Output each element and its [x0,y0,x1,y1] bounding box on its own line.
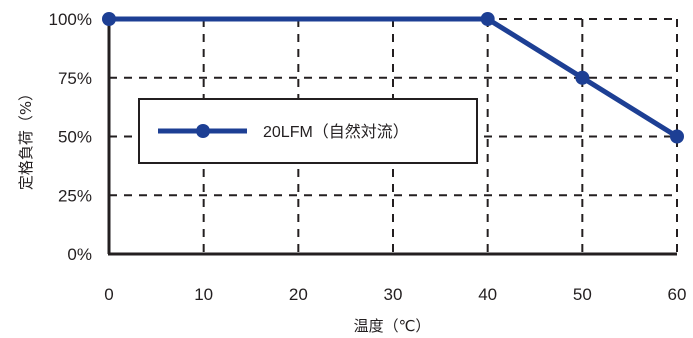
data-point [670,129,684,144]
x-tick-label: 20 [289,285,308,304]
y-tick-labels: 0% 25% 50% 75% 100% [49,10,92,264]
legend: 20LFM（自然対流） [138,98,478,164]
y-tick-label: 100% [49,10,92,29]
data-point [102,12,116,26]
x-tick-label: 10 [194,285,213,304]
x-tick-label: 40 [478,285,497,304]
data-point [575,70,590,85]
x-axis-title: 温度（℃） [354,317,431,335]
series-layer [102,12,684,144]
y-tick-label: 0% [67,245,92,264]
y-tick-label: 50% [58,128,92,147]
x-tick-label: 50 [573,285,592,304]
x-tick-label: 60 [668,285,687,304]
x-tick-label: 30 [384,285,403,304]
series-line-0 [109,16,679,139]
y-tick-label: 25% [58,186,92,205]
y-axis-title: 定格負荷（%） [17,86,35,190]
x-tick-label: 0 [104,285,113,304]
legend-marker [196,124,210,138]
legend-label: 20LFM（自然対流） [263,123,409,141]
x-tick-labels: 0 10 20 30 40 50 60 [104,285,686,304]
axes [107,17,677,256]
y-tick-label: 75% [58,69,92,88]
data-point [480,12,495,26]
